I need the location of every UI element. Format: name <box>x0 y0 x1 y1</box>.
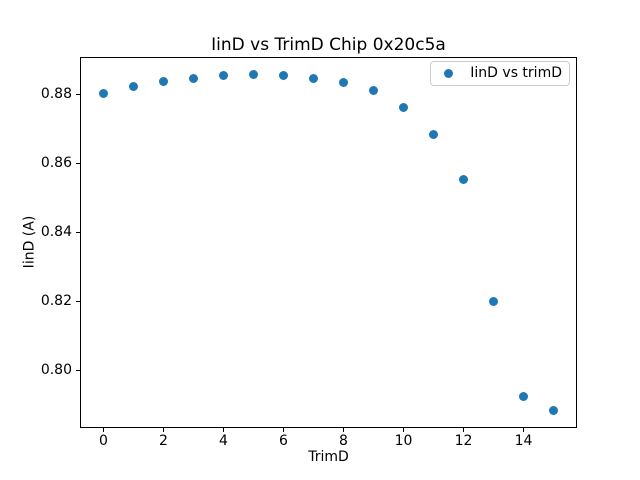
x-tick-mark <box>463 428 464 432</box>
legend-label: IinD vs trimD <box>470 65 562 81</box>
y-tick-label: 0.86 <box>40 154 72 171</box>
y-tick-mark <box>76 93 80 95</box>
x-tick-label: 8 <box>339 433 348 449</box>
x-tick-mark <box>403 428 404 432</box>
x-tick-mark <box>103 428 104 432</box>
data-point <box>519 392 528 402</box>
x-tick-label: 14 <box>514 433 533 449</box>
data-point <box>129 82 138 92</box>
x-tick-label: 6 <box>279 433 288 449</box>
data-point <box>399 102 408 112</box>
x-tick-mark <box>523 428 524 432</box>
y-tick-label: 0.84 <box>40 223 72 240</box>
chart-title: IinD vs TrimD Chip 0x20c5a <box>211 35 446 55</box>
data-point <box>429 129 438 139</box>
x-tick-label: 4 <box>219 433 228 449</box>
y-tick-label: 0.88 <box>40 85 72 102</box>
y-tick-mark <box>76 231 80 233</box>
data-point <box>459 174 468 184</box>
data-point <box>189 73 198 83</box>
data-point <box>219 71 228 81</box>
y-tick-label: 0.80 <box>40 361 72 378</box>
x-tick-mark <box>223 428 224 432</box>
data-point <box>99 89 108 99</box>
y-tick-mark <box>76 300 80 302</box>
x-tick-mark <box>283 428 284 432</box>
data-point <box>309 73 318 83</box>
y-tick-label: 0.82 <box>40 292 72 309</box>
data-point <box>159 76 168 86</box>
data-point <box>339 77 348 87</box>
legend: IinD vs trimD <box>430 61 570 86</box>
y-tick-mark <box>76 369 80 371</box>
y-tick-mark <box>76 162 80 164</box>
data-point <box>549 405 558 415</box>
x-tick-mark <box>343 428 344 432</box>
data-point <box>279 71 288 81</box>
x-tick-label: 10 <box>394 433 413 449</box>
x-tick-label: 0 <box>99 433 108 449</box>
data-point <box>369 85 378 95</box>
x-tick-mark <box>163 428 164 432</box>
x-tick-label: 12 <box>454 433 473 449</box>
data-point <box>489 296 498 306</box>
x-axis-label: TrimD <box>308 449 349 465</box>
data-point <box>249 69 258 79</box>
legend-marker-icon <box>444 69 454 78</box>
x-tick-label: 2 <box>159 433 168 449</box>
y-axis-label: IinD (A) <box>21 215 38 269</box>
plot-area: IinD vs trimD 0 2 4 6 8 10 12 14 0.80 0.82 0.84 0.8… <box>41 57 577 449</box>
